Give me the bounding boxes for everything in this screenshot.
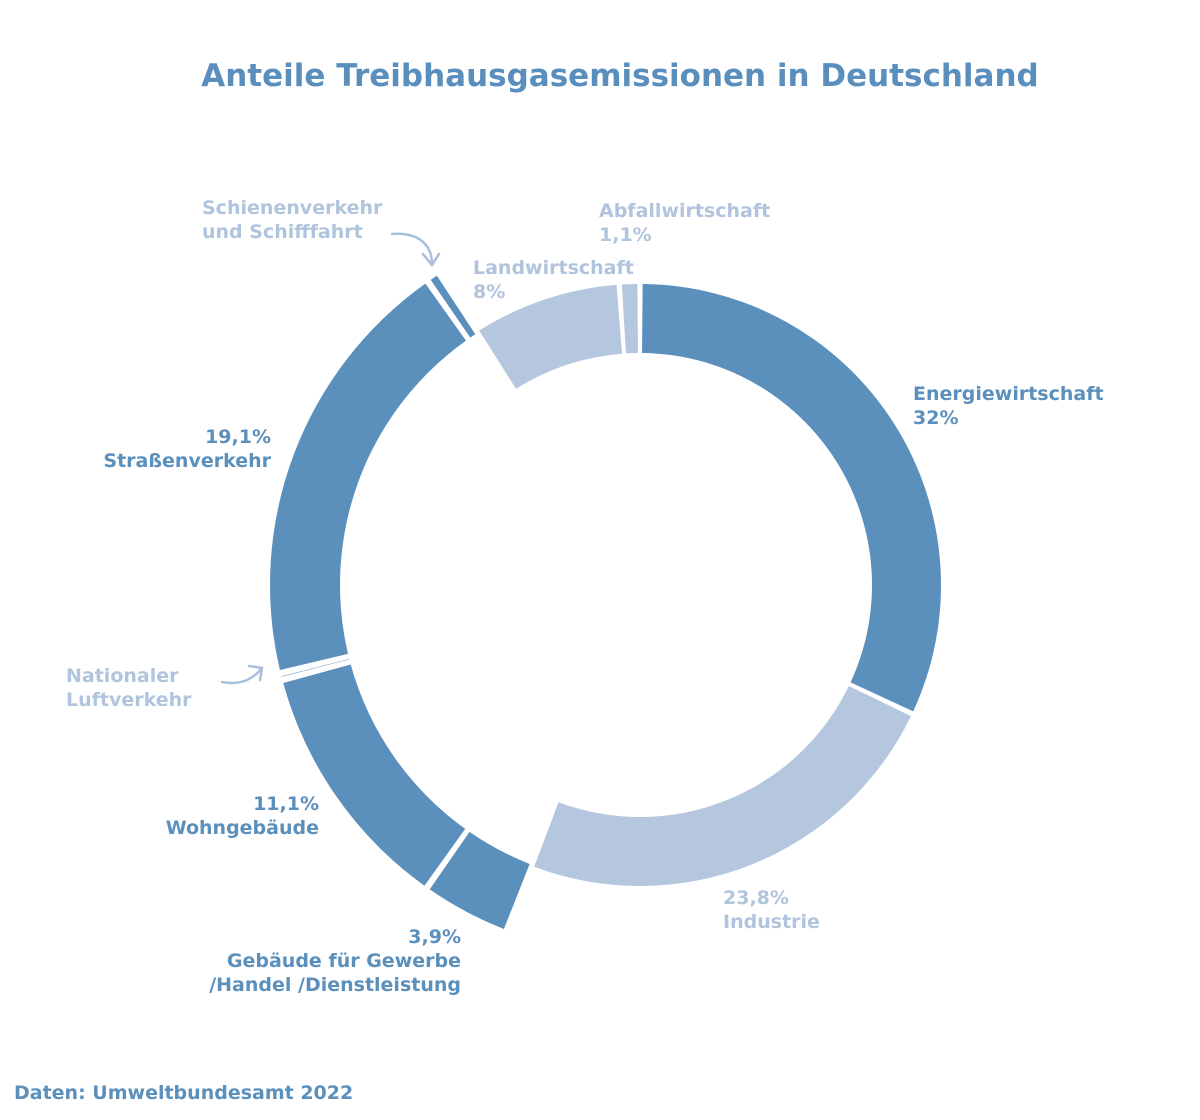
label-gewerbe: 3,9% Gebäude für Gewerbe /Handel /Dienst… xyxy=(209,925,461,997)
label-energiewirtschaft: Energiewirtschaft 32% xyxy=(913,382,1104,430)
source-note: Daten: Umweltbundesamt 2022 xyxy=(14,1082,354,1104)
label-industrie: 23,8% Industrie xyxy=(723,886,820,934)
label-strassenverkehr-value: 19,1% xyxy=(205,426,271,448)
segment-schienenverkehr-und-schifffahrt xyxy=(430,275,476,338)
label-abfallwirtschaft-name: Abfallwirtschaft xyxy=(599,200,771,222)
label-wohngebaeude: 11,1% Wohngebäude xyxy=(166,792,319,840)
label-luftverkehr-line1: Nationaler xyxy=(66,665,179,687)
label-strassenverkehr-name: Straßenverkehr xyxy=(103,450,271,472)
segment-straßenverkehr xyxy=(270,283,466,671)
segment-abfallwirtschaft xyxy=(621,284,638,354)
label-strassenverkehr: 19,1% Straßenverkehr xyxy=(103,425,271,473)
chart-title: Anteile Treibhausgasemissionen in Deutsc… xyxy=(201,58,1039,94)
label-schienenverkehr-line1: Schienenverkehr xyxy=(202,197,383,219)
label-industrie-name: Industrie xyxy=(723,911,820,933)
label-energiewirtschaft-name: Energiewirtschaft xyxy=(913,383,1104,405)
label-wohngebaeude-name: Wohngebäude xyxy=(165,817,319,839)
arrow-luftverkehr-icon xyxy=(220,664,264,685)
segment-industrie xyxy=(534,686,911,886)
label-landwirtschaft-name: Landwirtschaft xyxy=(473,257,634,279)
label-industrie-value: 23,8% xyxy=(723,887,789,909)
label-luftverkehr: Nationaler Luftverkehr xyxy=(66,664,192,712)
label-wohngebaeude-value: 11,1% xyxy=(253,793,319,815)
segment-nationaler-luftverkehr xyxy=(281,659,350,677)
label-landwirtschaft-value: 8% xyxy=(473,281,506,303)
segment-landwirtschaft xyxy=(479,284,622,389)
label-gewerbe-line1: Gebäude für Gewerbe xyxy=(226,950,461,972)
segment-gebäude-für-gewerbe-handel-dienstleistung xyxy=(429,831,530,930)
label-abfallwirtschaft: Abfallwirtschaft 1,1% xyxy=(599,199,770,247)
label-gewerbe-value: 3,9% xyxy=(408,926,461,948)
label-abfallwirtschaft-value: 1,1% xyxy=(599,224,652,246)
arrow-schienenverkehr-icon xyxy=(390,232,441,268)
label-luftverkehr-line2: Luftverkehr xyxy=(66,689,192,711)
segment-wohngebäude xyxy=(283,664,466,886)
donut-segments xyxy=(270,275,942,930)
label-energiewirtschaft-value: 32% xyxy=(913,407,959,429)
annotation-arrows xyxy=(220,232,441,685)
label-schienenverkehr: Schienenverkehr und Schifffahrt xyxy=(202,196,382,244)
label-gewerbe-line2: /Handel /Dienstleistung xyxy=(209,974,461,996)
label-landwirtschaft: Landwirtschaft 8% xyxy=(473,256,634,304)
label-schienenverkehr-line2: und Schifffahrt xyxy=(202,221,363,243)
segment-energiewirtschaft xyxy=(642,284,942,712)
